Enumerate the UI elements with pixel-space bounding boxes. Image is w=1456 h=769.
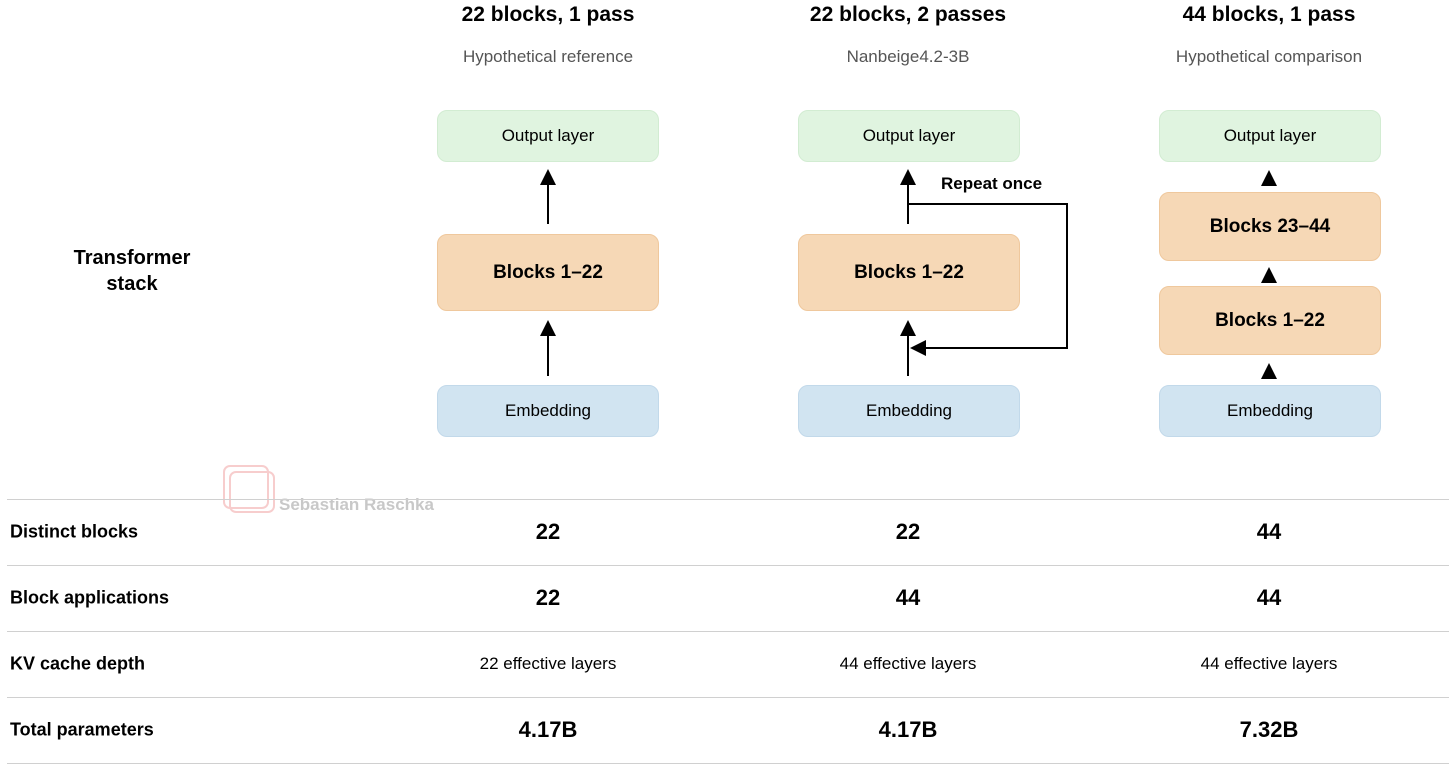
cell-value: 22 [535,585,561,610]
cell-value: 44 [1256,519,1282,544]
row-label: KV cache depth [10,653,146,674]
row-label: Block applications [10,587,170,608]
row-divider [7,565,1449,566]
column-subtitle: Hypothetical comparison [1175,47,1363,66]
cell-value: 22 [535,519,561,544]
output-box: Output layer [437,110,659,162]
cell-value: 4.17B [878,717,938,742]
loop-label: Repeat once [941,174,1043,193]
cell-value: 44 effective layers [1200,654,1338,673]
row-label: Distinct blocks [10,521,139,542]
row-divider [7,631,1449,632]
embedding-box: Embedding [1159,385,1381,437]
cell-value: 22 [895,519,921,544]
cell-value: 22 effective layers [479,654,617,673]
row-label: Total parameters [10,719,154,740]
column-subtitle: Nanbeige4.2-3B [846,47,970,66]
row-divider [7,499,1449,500]
cell-value: 7.32B [1239,717,1299,742]
blocks-box: Blocks 1–22 [1159,286,1381,355]
watermark: Sebastian Raschka [279,495,434,514]
output-box: Output layer [1159,110,1381,162]
cell-value: 4.17B [518,717,578,742]
column-title: 44 blocks, 1 pass [1182,3,1356,26]
cell-value: 44 [895,585,921,610]
loop-arrow [908,203,1068,356]
row-header: Transformer stack [73,247,191,295]
blocks-box: Blocks 23–44 [1159,192,1381,261]
column-title: 22 blocks, 1 pass [461,3,635,26]
embedding-box: Embedding [798,385,1020,437]
blocks-box: Blocks 1–22 [798,234,1020,311]
row-divider [7,697,1449,698]
embedding-box: Embedding [437,385,659,437]
blocks-box: Blocks 1–22 [437,234,659,311]
cell-value: 44 effective layers [839,654,977,673]
column-subtitle: Hypothetical reference [462,47,634,66]
output-box: Output layer [798,110,1020,162]
cell-value: 44 [1256,585,1282,610]
watermark-icon [223,465,275,513]
column-title: 22 blocks, 2 passes [809,3,1007,26]
row-divider [7,763,1449,764]
